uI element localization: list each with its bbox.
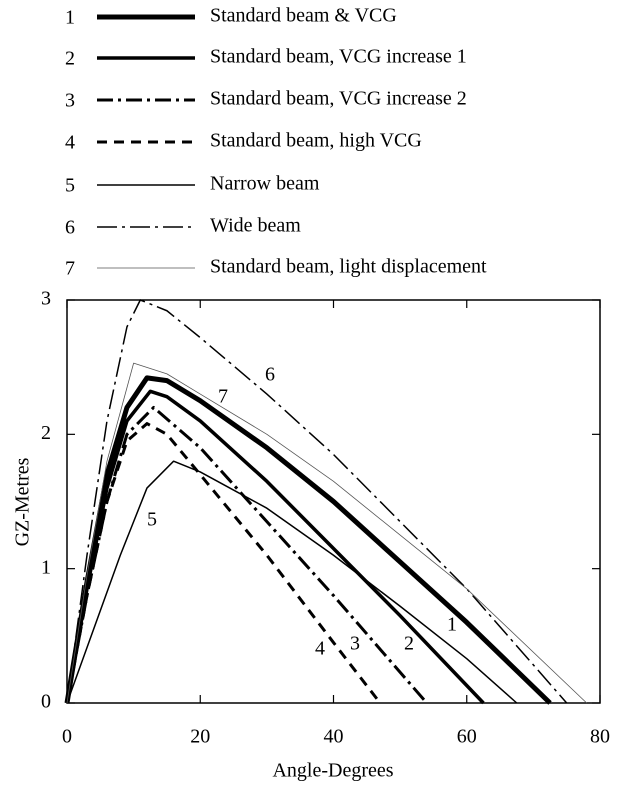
curve-annotation: 7 bbox=[218, 386, 228, 408]
legend-key: 4 bbox=[65, 132, 75, 154]
curve-annotation: 1 bbox=[447, 614, 457, 636]
gz-curve bbox=[65, 422, 382, 704]
y-tick-label: 0 bbox=[41, 691, 51, 713]
gz-curve bbox=[66, 299, 568, 704]
x-tick-label: 60 bbox=[457, 726, 477, 748]
legend-label: Standard beam, VCG increase 2 bbox=[210, 88, 467, 110]
curve-annotation: 6 bbox=[265, 364, 275, 386]
y-tick-label: 2 bbox=[41, 422, 51, 444]
gz-curve bbox=[65, 405, 428, 704]
legend-key: 5 bbox=[65, 175, 75, 197]
legend-label: Standard beam & VCG bbox=[210, 5, 397, 27]
x-tick-label: 40 bbox=[324, 726, 344, 748]
curve-annotation: 2 bbox=[404, 633, 414, 655]
legend-key: 3 bbox=[65, 90, 75, 112]
x-tick-label: 80 bbox=[590, 726, 610, 748]
x-tick-label: 20 bbox=[190, 726, 210, 748]
legend-label: Standard beam, light displacement bbox=[210, 256, 487, 278]
legend-key: 7 bbox=[65, 258, 75, 280]
legend-key: 1 bbox=[65, 7, 75, 29]
legend-label: Narrow beam bbox=[210, 173, 320, 195]
x-tick-label: 0 bbox=[62, 726, 72, 748]
curve-annotation: 4 bbox=[315, 638, 325, 660]
legend-label: Standard beam, VCG increase 1 bbox=[210, 46, 467, 68]
gz-curve bbox=[66, 460, 518, 704]
y-tick-label: 3 bbox=[41, 288, 51, 310]
legend-key: 6 bbox=[65, 217, 75, 239]
gz-curve bbox=[64, 375, 552, 705]
gz-curve bbox=[65, 389, 485, 705]
legend-label: Wide beam bbox=[210, 215, 301, 237]
legend-key: 2 bbox=[65, 48, 75, 70]
y-axis-label: GZ-Metres bbox=[12, 457, 34, 546]
gz-curve bbox=[66, 362, 587, 704]
curve-annotation: 3 bbox=[350, 633, 360, 655]
legend-label: Standard beam, high VCG bbox=[210, 130, 422, 152]
x-axis-label: Angle-Degrees bbox=[272, 760, 393, 782]
curve-annotation: 5 bbox=[147, 509, 157, 531]
y-tick-label: 1 bbox=[41, 556, 51, 578]
